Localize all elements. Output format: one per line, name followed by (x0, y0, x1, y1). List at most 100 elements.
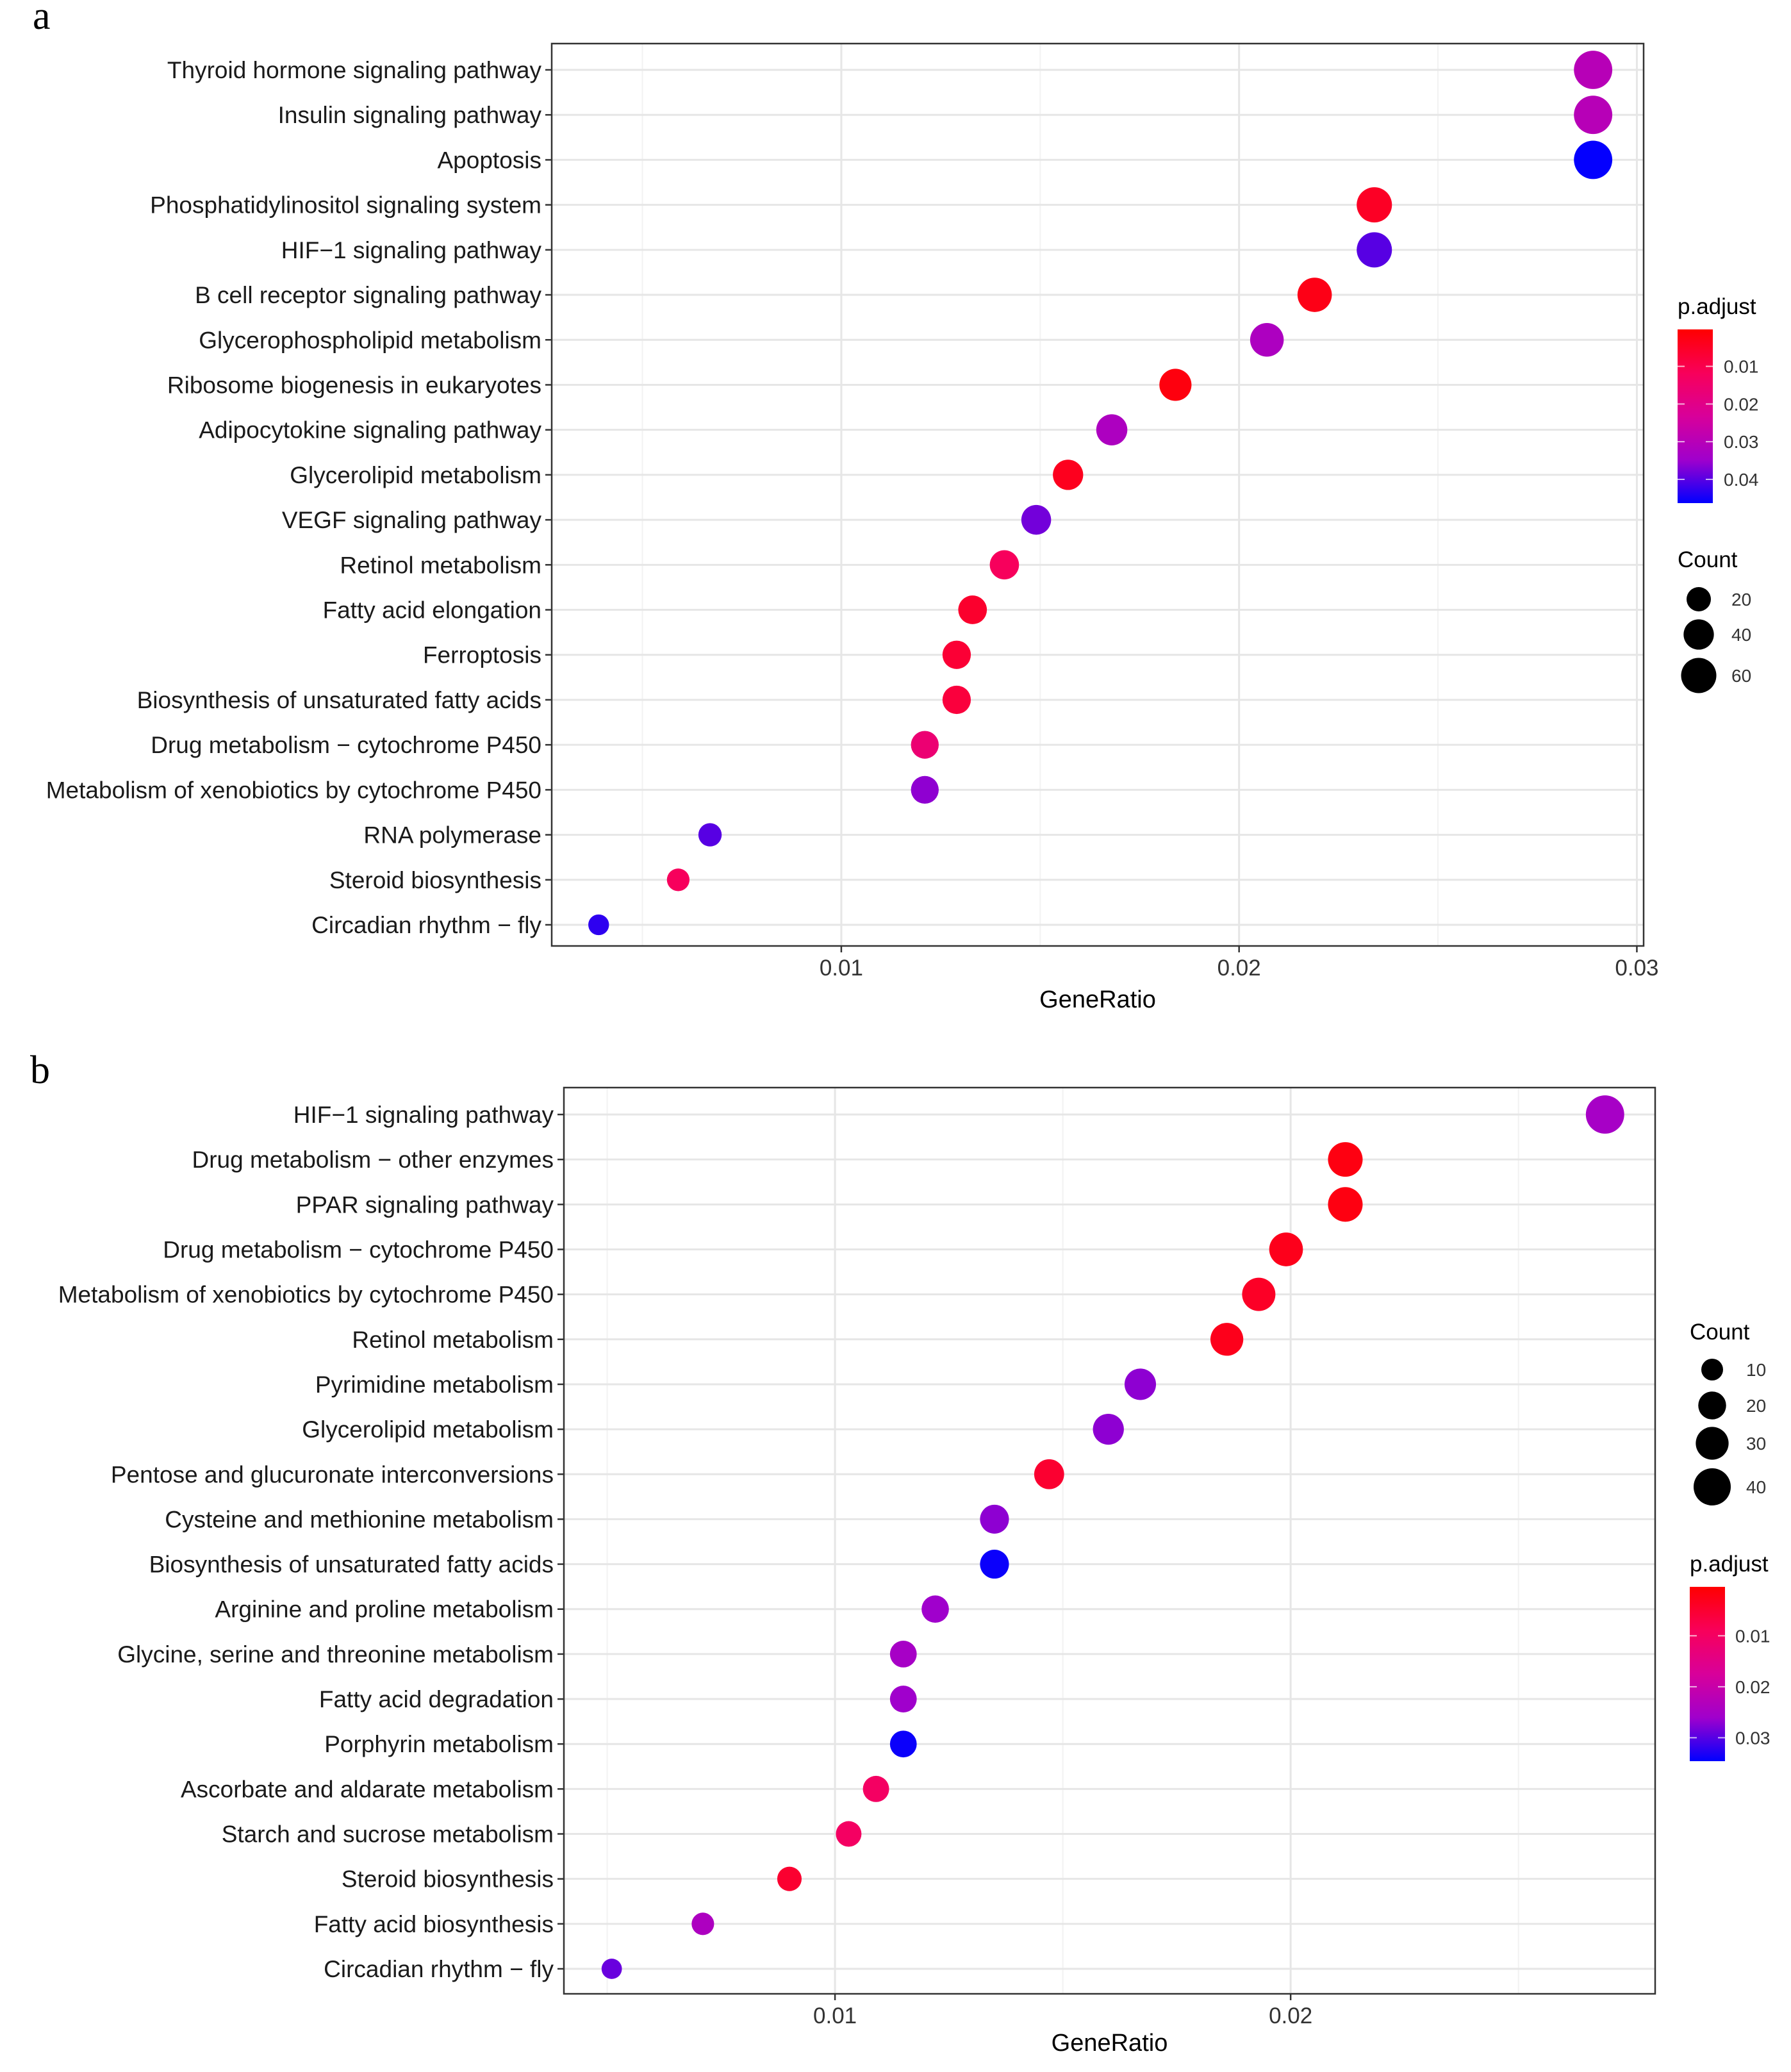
color-legend-title: p.adjust (1690, 1552, 1769, 1577)
y-tick-label: Steroid biosynthesis (329, 867, 541, 893)
y-tick-label: Pyrimidine metabolism (315, 1372, 554, 1398)
color-legend-label: 0.02 (1724, 394, 1759, 414)
data-point (1093, 1413, 1124, 1445)
y-tick-label: Fatty acid elongation (323, 597, 541, 624)
size-legend-title: Count (1690, 1320, 1750, 1345)
plot-background (552, 44, 1644, 946)
plot-border (550, 42, 1645, 947)
y-tick-label: Starch and sucrose metabolism (222, 1821, 554, 1848)
y-tick-label: Drug metabolism − other enzymes (192, 1147, 554, 1173)
size-legend-label: 60 (1731, 666, 1751, 686)
y-tick-label: Biosynthesis of unsaturated fatty acids (137, 687, 541, 713)
color-legend-label: 0.04 (1724, 470, 1759, 490)
data-point (1328, 1142, 1363, 1177)
size-legend-label: 40 (1746, 1477, 1766, 1497)
y-tick-label: Pentose and glucuronate interconversions (111, 1461, 554, 1488)
data-point (1124, 1368, 1157, 1400)
x-axis-title: GeneRatio (1052, 2030, 1168, 2057)
panel-label: a (33, 0, 51, 38)
data-point (777, 1866, 802, 1891)
y-tick-label: Arginine and proline metabolism (215, 1596, 554, 1623)
y-tick-label: Circadian rhythm − fly (311, 912, 541, 938)
data-point (1574, 51, 1613, 89)
y-tick-label: Ferroptosis (423, 642, 541, 668)
data-point (980, 1550, 1009, 1579)
data-point (1034, 1459, 1064, 1489)
size-legend-title: Count (1678, 547, 1738, 572)
data-point (1357, 187, 1392, 223)
data-point (1574, 95, 1613, 135)
data-point (1242, 1277, 1276, 1311)
y-tick-label: RNA polymerase (363, 822, 541, 849)
y-tick-label: Drug metabolism − cytochrome P450 (163, 1236, 554, 1263)
color-legend-title: p.adjust (1678, 294, 1756, 319)
color-legend-label: 0.03 (1724, 432, 1759, 452)
size-legend-key (1683, 619, 1714, 650)
y-tick-label: VEGF signaling pathway (282, 507, 542, 533)
size-legend-key (1687, 587, 1711, 611)
data-point (889, 1730, 917, 1758)
x-tick-label: 0.03 (1615, 956, 1658, 981)
y-tick-label: B cell receptor signaling pathway (195, 282, 541, 308)
y-tick-label: Fatty acid biosynthesis (314, 1911, 554, 1937)
data-point (1574, 140, 1613, 179)
color-legend-label: 0.03 (1735, 1728, 1770, 1748)
y-tick-label: Thyroid hormone signaling pathway (167, 57, 542, 83)
data-point (921, 1595, 949, 1623)
data-point (989, 550, 1019, 580)
data-point (1297, 278, 1332, 312)
y-tick-label: Circadian rhythm − fly (324, 1956, 554, 1982)
y-tick-label: Phosphatidylinositol signaling system (150, 192, 541, 219)
y-tick-label: Porphyrin metabolism (324, 1731, 554, 1757)
size-legend-label: 30 (1746, 1434, 1766, 1454)
y-tick-label: Glycerophospholipid metabolism (199, 327, 541, 353)
size-legend-key (1701, 1359, 1723, 1380)
x-tick-label: 0.02 (1217, 956, 1261, 981)
y-tick-label: HIF−1 signaling pathway (281, 237, 542, 263)
size-legend-key (1696, 1427, 1729, 1460)
data-point (911, 775, 939, 804)
panel-b: b HIF−1 signaling pathway Drug metabolism … (30, 1048, 1770, 2057)
data-point (942, 685, 971, 715)
data-point (911, 731, 939, 759)
color-bar (1690, 1587, 1725, 1761)
color-legend-label: 0.01 (1735, 1626, 1770, 1646)
color-bar (1678, 329, 1713, 503)
x-tick-label: 0.02 (1269, 2003, 1312, 2028)
size-legend-label: 40 (1731, 625, 1751, 645)
x-tick-label: 0.01 (820, 956, 863, 981)
data-point (1269, 1232, 1303, 1266)
data-point (1159, 369, 1192, 401)
data-point (980, 1504, 1009, 1534)
panel-a: a Thyroid hormone signaling pathway Insuli… (33, 0, 1759, 1013)
data-point (1210, 1323, 1244, 1356)
y-tick-label: Drug metabolism − cytochrome P450 (151, 732, 541, 758)
data-point (588, 914, 609, 936)
plot-background (564, 1088, 1655, 1994)
data-point (1250, 323, 1284, 357)
color-legend-label: 0.01 (1724, 357, 1759, 377)
y-tick-label: PPAR signaling pathway (296, 1191, 554, 1218)
size-legend-label: 10 (1746, 1360, 1766, 1380)
x-tick-label: 0.01 (813, 2003, 857, 2028)
y-tick-label: Ribosome biogenesis in eukaryotes (167, 372, 541, 398)
y-tick-label: Glycerolipid metabolism (302, 1416, 554, 1443)
y-tick-label: Apoptosis (438, 147, 542, 173)
data-point (601, 1959, 622, 1979)
color-legend-label: 0.02 (1735, 1677, 1770, 1697)
y-tick-label: Metabolism of xenobiotics by cytochrome … (58, 1282, 554, 1308)
y-tick-label: Retinol metabolism (340, 552, 541, 578)
data-point (889, 1686, 917, 1712)
size-legend-label: 20 (1746, 1396, 1766, 1416)
data-point (889, 1641, 917, 1668)
y-tick-label: Ascorbate and aldarate metabolism (181, 1776, 554, 1802)
y-tick-label: Fatty acid degradation (319, 1686, 554, 1712)
size-legend-key (1694, 1468, 1731, 1505)
data-point (691, 1912, 714, 1935)
y-tick-label: Adipocytokine signaling pathway (199, 417, 541, 443)
data-point (698, 823, 722, 847)
x-axis-title: GeneRatio (1039, 986, 1156, 1013)
y-tick-label: Retinol metabolism (352, 1327, 554, 1353)
size-legend-label: 20 (1731, 590, 1751, 609)
